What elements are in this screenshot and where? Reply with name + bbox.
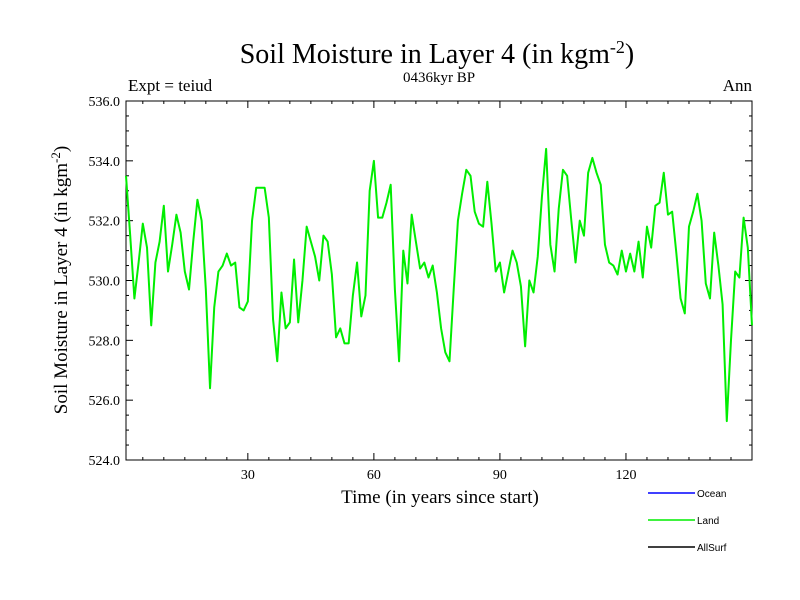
series-lines — [125, 147, 753, 423]
plot-frame — [125, 100, 753, 461]
season-label: Ann — [723, 76, 753, 95]
y-tick-label-534: 534.0 — [89, 155, 121, 170]
x-tick-label-30: 30 — [241, 468, 255, 483]
y-tick-label-530: 530.0 — [89, 275, 121, 290]
y-tick-label-532: 532.0 — [89, 215, 121, 230]
y-tick-label-524: 524.0 — [89, 454, 121, 469]
period-label: 0436kyr BP — [403, 70, 475, 86]
x-ticks: 30 60 90 120 — [142, 101, 732, 483]
chart-title: Soil Moisture in Layer 4 (in kgm-2) — [240, 37, 635, 70]
experiment-label: Expt = teiud — [128, 76, 213, 95]
y-axis-label: Soil Moisture in Layer 4 (in kgm-2) — [48, 146, 73, 414]
series-line-land — [125, 147, 753, 423]
x-tick-label-90: 90 — [493, 468, 507, 483]
y-ticks: 524.0 526.0 528.0 530.0 532.0 534.0 536.0 — [89, 95, 752, 469]
x-axis-label: Time (in years since start) — [341, 487, 539, 508]
legend-label-ocean: Ocean — [697, 489, 726, 500]
legend-label-allsurf: AllSurf — [697, 543, 727, 554]
x-tick-label-60: 60 — [367, 468, 381, 483]
y-tick-label-526: 526.0 — [89, 394, 121, 409]
legend-label-land: Land — [697, 516, 719, 527]
y-tick-label-528: 528.0 — [89, 334, 121, 349]
x-tick-label-120: 120 — [615, 468, 636, 483]
legend: Ocean Land AllSurf — [648, 489, 727, 554]
y-tick-label-536: 536.0 — [89, 95, 121, 110]
